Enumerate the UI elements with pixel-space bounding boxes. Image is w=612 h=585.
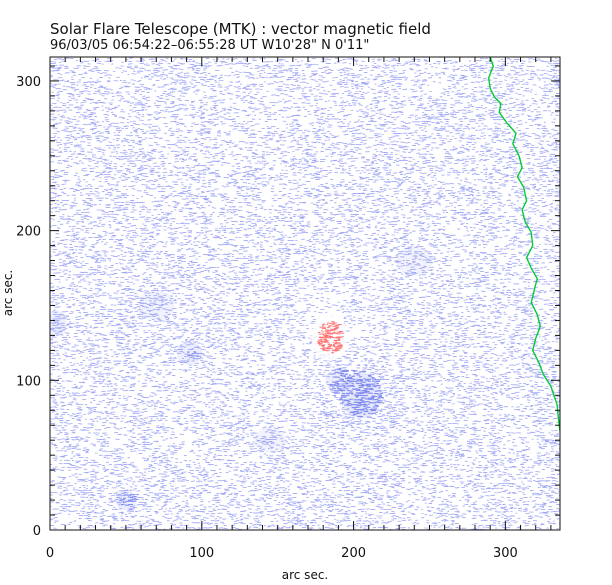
y-tick-label-200: 200 xyxy=(16,225,41,240)
field-concentration-6 xyxy=(138,290,175,321)
field-concentration-5 xyxy=(50,310,67,337)
x-tick-label-0: 0 xyxy=(46,546,54,561)
field-concentration-vectors xyxy=(119,351,385,506)
positive-polarity-vectors-1 xyxy=(317,321,345,354)
x-tick-label-200: 200 xyxy=(341,546,366,561)
solar-limb-line xyxy=(487,57,560,432)
y-axis: 0 100 200 300 xyxy=(16,65,560,539)
plot-area xyxy=(50,57,560,530)
chart-title: Solar Flare Telescope (MTK) : vector mag… xyxy=(50,20,431,38)
x-axis: 0 100 200 300 xyxy=(46,57,552,561)
y-axis-label: arc sec. xyxy=(1,270,15,316)
field-concentration-8 xyxy=(396,245,433,276)
y-tick-label-100: 100 xyxy=(16,374,41,389)
field-concentration-4 xyxy=(115,489,137,511)
magnetic-field-vectors xyxy=(50,57,560,530)
x-tick-label-100: 100 xyxy=(189,546,214,561)
field-concentration-1 xyxy=(340,372,382,419)
vector-field-layer xyxy=(50,57,560,530)
x-tick-label-300: 300 xyxy=(493,546,518,561)
y-tick-label-0: 0 xyxy=(33,524,41,539)
x-axis-label: arc sec. xyxy=(282,568,328,582)
y-tick-label-300: 300 xyxy=(16,75,41,90)
positive-polarity-layer xyxy=(311,312,348,361)
field-concentration-7 xyxy=(254,427,286,453)
field-concentration-2 xyxy=(325,367,352,393)
field-concentration-3 xyxy=(176,341,203,365)
chart-subtitle: 96/03/05 06:54:22–06:55:28 UT W10'28" N … xyxy=(50,38,369,53)
plot-background xyxy=(50,57,560,530)
plot-frame xyxy=(49,56,561,531)
